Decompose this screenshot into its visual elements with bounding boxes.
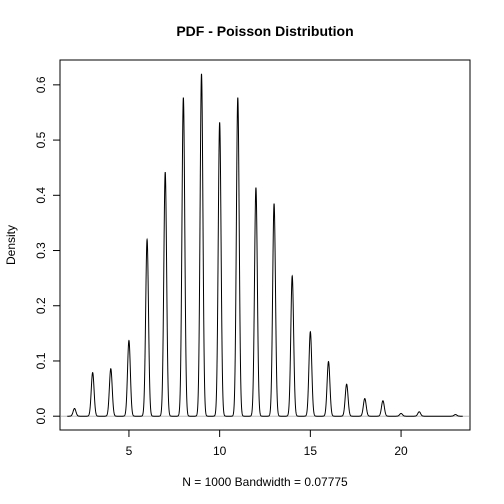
x-axis-label: N = 1000 Bandwidth = 0.07775 [182,475,348,489]
y-tick-label: 0.4 [34,187,48,204]
y-tick-label: 0.0 [34,408,48,425]
y-axis-label: Density [4,225,18,265]
x-tick-label: 10 [213,444,227,458]
density-curve [67,73,463,417]
x-tick-label: 15 [304,444,318,458]
x-tick-label: 5 [126,444,133,458]
plot-frame [59,59,471,431]
peak-marks [74,74,455,415]
x-tick-label: 20 [394,444,408,458]
y-tick-label: 0.5 [34,131,48,148]
y-tick-label: 0.1 [34,352,48,369]
axes: 5 10 15 20 0.0 0.1 0.2 0.3 0.4 0.5 0.6 [34,76,469,458]
y-tick-label: 0.2 [34,297,48,314]
y-tick-label: 0.6 [34,76,48,93]
chart-title: PDF - Poisson Distribution [176,23,353,39]
y-tick-label: 0.3 [34,242,48,259]
